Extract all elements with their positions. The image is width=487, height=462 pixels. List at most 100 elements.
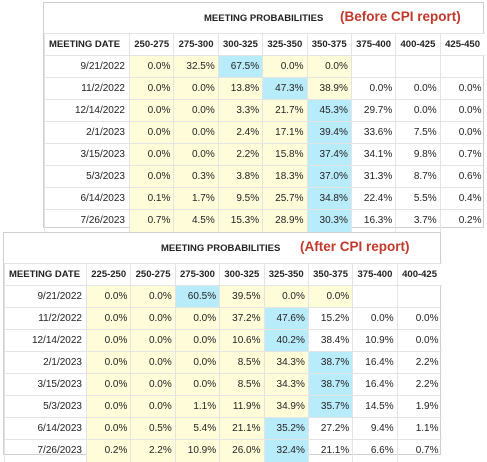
probability-cell: 0.0% [130,307,176,330]
probability-cell: 15.2% [307,307,353,330]
probability-cell: 0.3% [173,165,219,188]
table-row: 11/2/2022 0.0% 0.0% 0.0% 37.2% 47.6% 15.2% 0.0%… [4,307,442,330]
probability-cell: 3.3% [217,99,263,122]
probability-cell: 13.8% [217,77,263,100]
column-header-rate-range: 225-250 [85,263,131,286]
probability-cell: 0.0% [173,121,219,144]
probability-cell: 34.1% [350,143,396,166]
table-row: 6/14/2023 0.0% 0.5% 5.4% 21.1% 35.2% 27.2% 9.4%… [4,417,442,440]
table-row: 7/26/2023 0.2% 2.2% 10.9% 26.0% 32.4% 21.1% 6.6… [4,439,442,462]
probability-cell: 33.6% [350,121,396,144]
probability-cell: 18.3% [262,165,307,188]
table-row: 5/3/2023 0.0% 0.3% 3.8% 18.3% 37.0% 31.3% 8.7% 0… [44,165,485,188]
probability-cell: 8.7% [395,165,441,188]
probability-cell: 16.3% [350,209,396,232]
probability-cell: 0.0% [439,121,485,144]
probability-cell: 2.2% [217,143,263,166]
column-header-rate-range: 300-325 [219,263,264,286]
probability-cell: 29.7% [350,99,396,122]
probability-cell: 0.0% [307,285,353,308]
after-cpi-panel: MEETING PROBABILITIES (After CPI report)… [3,232,442,462]
probability-cell: 0.0% [85,351,131,374]
probability-cell: 10.9% [352,329,398,352]
probability-cell: 38.9% [306,77,352,100]
probability-cell: 47.3% [262,77,307,100]
probability-cell: 0.0% [85,417,131,440]
probability-cell [352,285,398,308]
table-row: 9/21/2022 0.0% 0.0% 60.5% 39.5% 0.0% 0.0% [4,285,442,308]
probability-table: MEETING DATE 250-275 275-300 300-325 325-350… [44,33,485,232]
probability-cell: 0.0% [85,329,131,352]
meeting-date-cell: 3/15/2023 [44,143,130,166]
probability-cell: 47.6% [263,307,309,330]
meeting-date-cell: 7/26/2023 [44,209,130,232]
probability-cell: 60.5% [174,285,220,308]
probability-cell: 3.7% [395,209,441,232]
panel-heading: MEETING PROBABILITIES (After CPI report) [4,233,440,261]
probability-cell: 0.0% [306,55,352,78]
probability-cell: 0.0% [128,121,174,144]
probability-cell: 0.0% [128,99,174,122]
probability-cell: 15.3% [217,209,263,232]
probability-cell: 0.0% [350,77,396,100]
meeting-date-cell: 12/14/2022 [44,99,130,122]
probability-cell: 21.1% [219,417,264,440]
table-row: 3/15/2023 0.0% 0.0% 0.0% 8.5% 34.3% 38.7% 16.4%… [4,373,442,396]
panel-heading: MEETING PROBABILITIES (Before CPI report… [44,3,483,31]
probability-cell: 0.0% [85,373,131,396]
probability-cell: 0.0% [85,307,131,330]
probability-cell: 39.4% [306,121,352,144]
probability-cell: 1.7% [173,187,219,210]
probability-cell: 0.0% [396,307,442,330]
probability-cell: 35.7% [307,395,353,418]
table-row: 12/14/2022 0.0% 0.0% 3.3% 21.7% 45.3% 29.7% 0.0… [44,99,485,122]
probability-cell: 32.5% [173,55,219,78]
probability-cell: 7.5% [395,121,441,144]
probability-cell: 28.9% [262,209,307,232]
column-header-rate-range: 375-400 [350,33,396,56]
probability-cell: 67.5% [217,55,263,78]
probability-cell: 0.0% [174,307,220,330]
probability-cell: 34.8% [306,187,352,210]
column-header-rate-range: 375-400 [352,263,398,286]
probability-cell: 2.4% [217,121,263,144]
panel-note: (After CPI report) [300,239,410,254]
probability-cell: 10.6% [219,329,264,352]
probability-cell: 0.0% [174,373,220,396]
probability-cell: 0.0% [128,165,174,188]
probability-cell: 15.8% [262,143,307,166]
table-row: 6/14/2023 0.1% 1.7% 9.5% 25.7% 34.8% 22.4% 5.5%… [44,187,485,210]
probability-cell: 0.0% [395,99,441,122]
probability-cell: 45.3% [306,99,352,122]
probability-cell: 0.0% [439,99,485,122]
probability-cell: 30.3% [306,209,352,232]
probability-cell: 0.0% [85,285,131,308]
table-row: 7/26/2023 0.7% 4.5% 15.3% 28.9% 30.3% 16.3% 3.7… [44,209,485,232]
probability-cell: 0.0% [85,395,131,418]
probability-cell: 9.5% [217,187,263,210]
probability-cell: 0.0% [173,99,219,122]
probability-cell: 0.7% [128,209,174,232]
meeting-date-cell: 3/15/2023 [4,373,87,396]
column-header-rate-range: 350-375 [307,263,353,286]
probability-cell: 2.2% [396,373,442,396]
header-row: MEETING DATE 225-250 250-275 275-300 300-325… [4,263,442,286]
column-header-rate-range: 350-375 [306,33,352,56]
probability-cell: 0.2% [439,209,485,232]
meeting-date-cell: 2/1/2023 [4,351,87,374]
probability-cell: 37.4% [306,143,352,166]
probability-cell: 35.2% [263,417,309,440]
probability-cell: 0.0% [173,143,219,166]
probability-cell: 0.5% [130,417,176,440]
meeting-date-cell: 9/21/2022 [44,55,130,78]
probability-cell: 1.1% [396,417,442,440]
probability-cell: 0.7% [439,143,485,166]
panel-title: MEETING PROBABILITIES [161,243,281,254]
table-row: 3/15/2023 0.0% 0.0% 2.2% 15.8% 37.4% 34.1% 9.8%… [44,143,485,166]
probability-cell [395,55,441,78]
probability-cell: 31.3% [350,165,396,188]
probability-cell: 4.5% [173,209,219,232]
probability-cell: 0.4% [439,187,485,210]
probability-cell: 0.0% [128,55,174,78]
column-header-rate-range: 325-350 [262,33,307,56]
